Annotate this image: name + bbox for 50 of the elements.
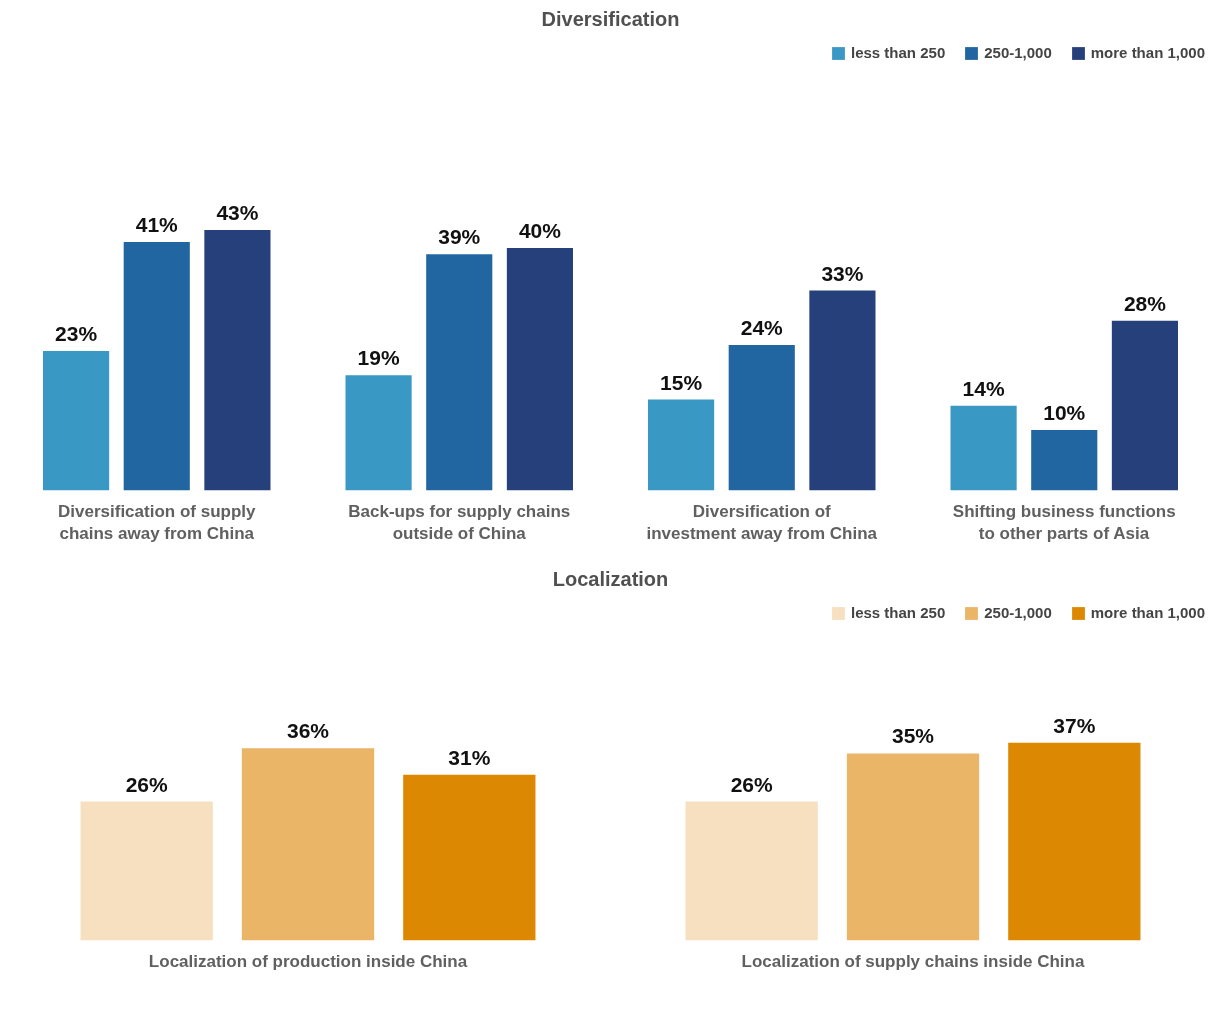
bar [241,748,375,941]
bar [809,290,876,491]
data-label: 31% [448,745,491,769]
data-label: 41% [135,213,179,237]
legend-label: less than 250 [851,44,946,61]
legend-label: more than 1,000 [1090,44,1205,61]
data-label: 37% [1053,713,1096,737]
data-label: 14% [962,376,1005,400]
data-label: 10% [1043,400,1086,424]
bar [1008,742,1141,941]
data-label: 26% [125,772,169,796]
data-label: 15% [660,370,703,394]
bar [506,248,573,491]
x-tick-label: Shifting business functions to other parts of Asia [952,501,1176,544]
chart-title: Localization [552,567,669,590]
x-tick-label: Localization of production inside China [148,951,468,971]
legend-label: less than 250 [851,604,946,621]
x-tick-label: Diversification of supply chains away from China [58,501,257,544]
data-label: 26% [730,772,774,796]
data-label: 19% [357,346,400,370]
data-label: 24% [740,316,784,340]
bar [43,351,110,491]
data-label: 33% [821,261,864,285]
data-label: 36% [286,719,330,743]
bar [685,801,818,941]
bar [204,229,271,491]
bar [80,801,213,941]
data-label: 39% [438,225,481,249]
x-tick-label: Back-ups for supply chains outside of China [348,501,571,544]
data-label: 40% [518,219,562,243]
bar [648,399,715,491]
data-label: 43% [216,200,259,224]
bar [950,405,1017,491]
x-tick-label: Diversification of investment away from China [646,501,878,544]
legend-label: 250-1,000 [984,44,1052,61]
legend-label: 250-1,000 [984,604,1052,621]
bar [728,345,795,491]
bar [345,375,412,491]
x-tick-label: Localization of supply chains inside China [741,951,1085,971]
bar [846,753,980,941]
data-label: 23% [55,322,98,346]
data-label: 35% [891,724,935,748]
bar [123,242,190,491]
chart-title: Diversification [541,7,680,30]
bar [403,774,536,941]
legend-label: more than 1,000 [1090,604,1205,621]
bar [1111,320,1178,491]
bar [426,254,493,491]
data-label: 28% [1123,291,1167,315]
bar [1031,429,1098,491]
